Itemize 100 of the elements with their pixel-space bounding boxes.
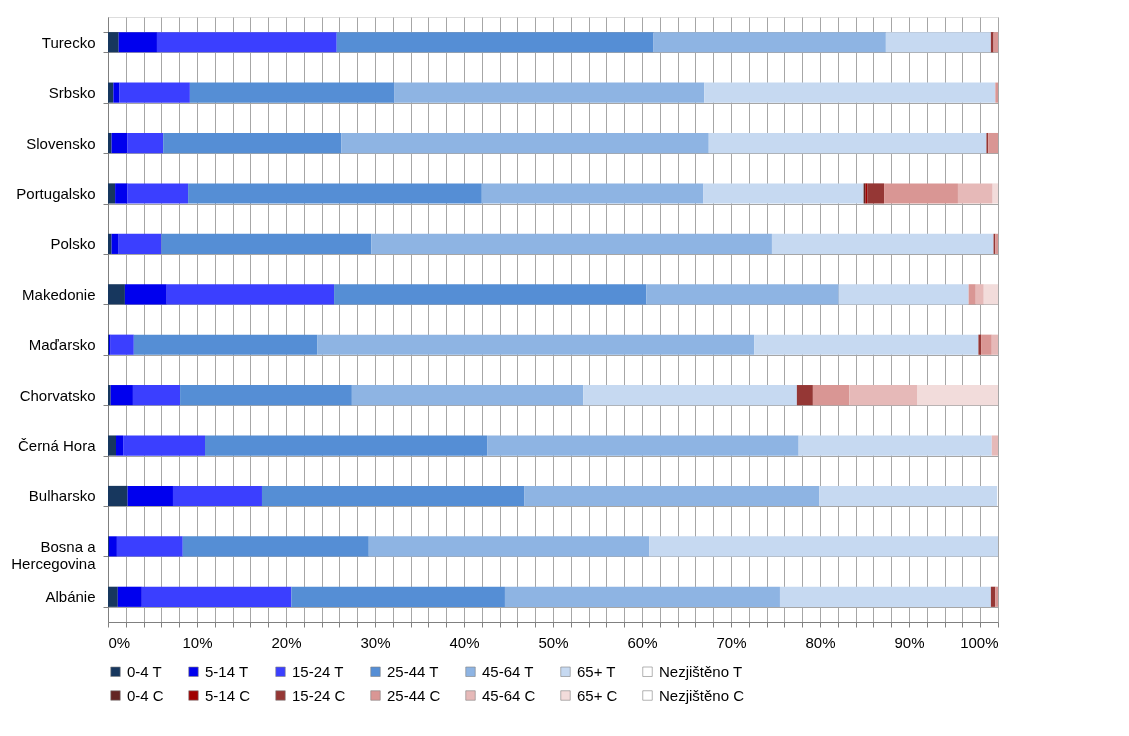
- bar: [166, 284, 335, 305]
- x-tick-label: 40%: [449, 633, 480, 651]
- bar: [819, 485, 998, 507]
- bar: [583, 385, 797, 406]
- bar: [798, 435, 992, 456]
- legend-label: 45-64 T: [482, 662, 534, 680]
- bar: [992, 183, 998, 204]
- x-tick-label: 30%: [360, 633, 391, 651]
- y-tick-label: Chorvatsko: [19, 386, 96, 404]
- bar: [351, 385, 584, 406]
- bar: [983, 284, 998, 305]
- bar: [957, 183, 993, 204]
- y-tick-label: Srbsko: [48, 84, 96, 102]
- bar: [334, 284, 647, 305]
- y-tick-label: Portugalsko: [16, 184, 96, 202]
- y-tick-label: Černá Hora: [17, 437, 97, 455]
- x-tick-label: 100%: [960, 633, 999, 651]
- x-tick-label: 80%: [805, 633, 836, 651]
- bar: [990, 32, 994, 53]
- bar: [653, 32, 886, 53]
- bar: [704, 82, 996, 103]
- bar: [779, 586, 991, 607]
- bar: [189, 82, 395, 103]
- bar: [481, 183, 704, 204]
- bar: [123, 435, 206, 456]
- bar: [771, 233, 994, 254]
- bar: [180, 385, 352, 406]
- bar: [163, 132, 342, 154]
- bar: [317, 334, 755, 355]
- bar: [336, 32, 654, 53]
- bar: [649, 536, 998, 557]
- bar: [127, 485, 173, 507]
- legend-label: Nezjištěno C: [659, 686, 745, 704]
- x-tick-label: 0%: [108, 633, 131, 651]
- x-tick-label: 70%: [716, 633, 747, 651]
- bar: [108, 485, 128, 507]
- legend-label: 0-4 C: [127, 686, 164, 704]
- bar: [124, 284, 167, 305]
- bar: [188, 183, 482, 204]
- bar: [182, 536, 369, 557]
- bar: [108, 435, 117, 456]
- bar: [995, 82, 998, 103]
- legend-label: 0-4 T: [127, 662, 162, 680]
- bar: [141, 586, 292, 607]
- bar: [968, 284, 976, 305]
- bar: [812, 385, 850, 406]
- legend-label: 5-14 C: [205, 686, 251, 704]
- bar: [205, 435, 488, 456]
- bar: [133, 334, 318, 355]
- legend-label: 25-44 C: [387, 686, 441, 704]
- y-tick-label: Maďarsko: [28, 336, 96, 354]
- y-tick-label: Slovensko: [26, 134, 96, 152]
- bar: [703, 183, 864, 204]
- y-tick-label: Polsko: [50, 235, 96, 253]
- bar: [108, 32, 119, 53]
- bar: [108, 233, 112, 254]
- bar: [118, 32, 157, 53]
- bar: [108, 284, 125, 305]
- bar: [371, 233, 772, 254]
- bar: [113, 82, 120, 103]
- bar: [110, 385, 133, 406]
- x-tick-label: 10%: [182, 633, 213, 651]
- bar: [504, 586, 780, 607]
- bar: [885, 32, 991, 53]
- legend-label: 45-64 C: [482, 686, 536, 704]
- bar: [838, 284, 969, 305]
- bar: [849, 385, 918, 406]
- y-tick-label: Albánie: [45, 588, 96, 606]
- bar: [111, 132, 128, 154]
- bar: [161, 233, 372, 254]
- x-tick-label: 50%: [538, 633, 569, 651]
- y-tick-label: Turecko: [41, 33, 96, 51]
- x-tick-label: 90%: [894, 633, 925, 651]
- legend-label: Nezjištěno T: [659, 662, 743, 680]
- bar: [524, 485, 820, 507]
- bar: [108, 586, 118, 607]
- legend-label: 15-24 T: [292, 662, 344, 680]
- bar: [487, 435, 799, 456]
- bar: [110, 334, 134, 355]
- bar: [708, 132, 987, 154]
- bar: [341, 132, 709, 154]
- bar: [884, 183, 958, 204]
- bar: [975, 284, 984, 305]
- bar: [261, 485, 525, 507]
- y-tick-label: Bosna a Hercegovina: [11, 537, 97, 572]
- bar: [291, 586, 505, 607]
- legend-label: 5-14 T: [205, 662, 249, 680]
- bar: [127, 132, 164, 154]
- bar: [115, 183, 128, 204]
- bar: [108, 183, 116, 204]
- x-tick-label: 20%: [271, 633, 302, 651]
- bar: [117, 586, 142, 607]
- bar: [156, 32, 337, 53]
- bar: [111, 233, 119, 254]
- bar: [917, 385, 998, 406]
- bar: [119, 82, 190, 103]
- x-tick-label: 60%: [627, 633, 658, 651]
- bar: [646, 284, 839, 305]
- bar: [754, 334, 979, 355]
- bar: [127, 183, 189, 204]
